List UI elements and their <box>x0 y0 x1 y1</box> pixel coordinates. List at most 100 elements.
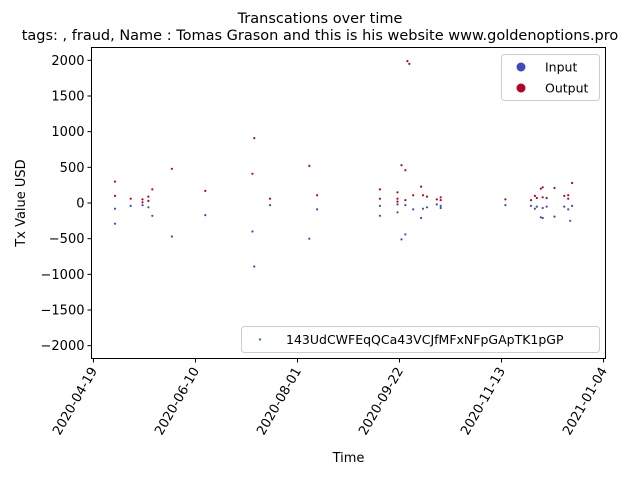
legend-frame <box>501 54 600 101</box>
output-point <box>406 60 409 63</box>
input-point <box>378 204 381 207</box>
input-point <box>569 219 572 222</box>
output-point <box>113 180 117 183</box>
output-point <box>151 188 154 191</box>
legend-frame <box>241 326 600 353</box>
input-point <box>141 204 144 207</box>
output-point <box>396 197 399 200</box>
output-point <box>251 172 254 175</box>
y-tick-label: −1000 <box>41 268 85 283</box>
input-point <box>539 216 542 219</box>
legend-address-marker <box>258 338 262 341</box>
output-point <box>308 164 311 167</box>
x-axis-label: Time <box>332 451 365 466</box>
output-point <box>316 194 319 197</box>
y-tick-label: 2000 <box>51 54 84 69</box>
input-point <box>378 214 381 217</box>
input-point <box>147 206 150 209</box>
legend-input-output: Input Output <box>501 54 600 101</box>
input-point <box>541 206 544 210</box>
output-point <box>567 197 570 200</box>
output-point <box>420 185 423 188</box>
input-point <box>404 204 407 207</box>
output-point <box>421 194 425 197</box>
input-point <box>545 205 548 208</box>
input-point <box>151 214 154 217</box>
output-point <box>439 199 442 202</box>
input-point <box>404 233 407 236</box>
output-point <box>425 195 429 198</box>
output-point <box>141 201 144 204</box>
output-point <box>412 194 415 197</box>
output-point <box>113 194 117 197</box>
output-point <box>533 194 537 197</box>
legend-output-label: Output <box>545 81 589 96</box>
output-point <box>404 169 407 172</box>
input-point <box>420 216 423 220</box>
output-point <box>170 167 173 170</box>
input-point <box>316 208 319 211</box>
output-point <box>535 196 538 200</box>
input-point <box>170 235 173 238</box>
input-point <box>308 237 311 240</box>
input-point <box>113 207 117 210</box>
input-point <box>253 265 256 268</box>
output-point <box>141 198 144 201</box>
input-point <box>571 204 574 207</box>
input-point <box>425 206 429 209</box>
output-point <box>504 198 507 201</box>
input-point <box>533 207 537 210</box>
output-point <box>553 186 556 190</box>
series-output <box>113 60 574 204</box>
output-point <box>404 199 407 202</box>
input-point <box>435 203 438 206</box>
output-point <box>539 187 542 190</box>
output-point <box>563 194 566 197</box>
output-point <box>378 188 381 191</box>
y-tick-label: 1000 <box>51 125 84 140</box>
input-point <box>553 215 556 218</box>
input-point <box>504 204 507 207</box>
input-point <box>113 222 117 225</box>
input-point <box>396 211 399 214</box>
y-tick-label: −1500 <box>41 303 85 318</box>
output-point <box>129 197 132 200</box>
input-point <box>563 205 566 208</box>
y-tick-label: 1500 <box>51 90 84 105</box>
output-point <box>268 197 272 200</box>
output-point <box>435 198 438 201</box>
output-point <box>408 62 411 65</box>
output-point <box>400 164 403 167</box>
input-point <box>400 238 403 241</box>
legend-address-label: 143UdCWFEqQCa43VCJfMFxNFpGApTK1pGP <box>286 332 564 347</box>
output-point <box>396 200 399 203</box>
chart-subtitle: tags: , fraud, Name : Tomas Grason and t… <box>22 28 619 44</box>
input-point <box>439 206 442 210</box>
output-point <box>567 194 570 197</box>
output-point <box>378 197 381 200</box>
output-point <box>529 199 533 202</box>
output-point <box>204 189 207 192</box>
output-point <box>541 186 544 189</box>
output-point <box>396 191 399 194</box>
y-tick-label: 500 <box>60 161 85 176</box>
input-point <box>396 203 399 206</box>
input-point <box>529 204 533 207</box>
chart-title: Transcations over time <box>237 11 403 27</box>
input-point <box>439 204 442 207</box>
data-marks <box>113 60 574 268</box>
output-point <box>571 181 574 185</box>
y-tick-label: −500 <box>49 232 85 247</box>
legend-output-marker <box>516 83 526 93</box>
legend-address: 143UdCWFEqQCa43VCJfMFxNFpGApTK1pGP <box>241 326 600 353</box>
series-input <box>113 203 574 268</box>
output-point <box>147 199 150 202</box>
input-point <box>535 205 538 208</box>
input-point <box>567 208 570 211</box>
y-axis: −2000 −1500 −1000 −500 0 500 1000 1500 2000 <box>41 54 92 354</box>
input-point <box>129 204 132 207</box>
output-point <box>545 196 548 200</box>
y-tick-label: 0 <box>76 197 84 212</box>
input-point <box>251 230 254 233</box>
